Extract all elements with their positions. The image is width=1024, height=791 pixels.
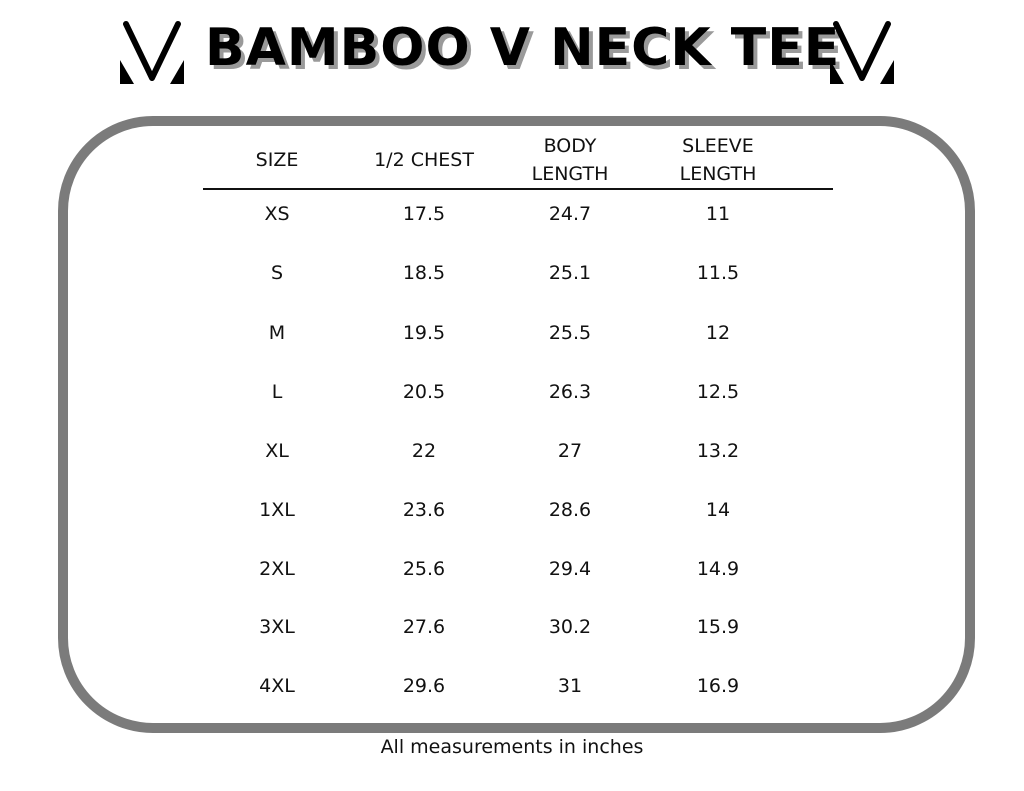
cell-chest: 20.5	[402, 381, 446, 403]
cell-body-length: 30.2	[548, 616, 592, 638]
cell-chest: 19.5	[402, 322, 446, 344]
cell-size: 4XL	[259, 675, 295, 697]
cell-body-length: 27	[557, 440, 583, 462]
cell-size: XS	[264, 203, 290, 225]
cell-sleeve-length: 13.2	[696, 440, 740, 462]
cell-body-length: 25.1	[548, 262, 592, 284]
cell-body-length: 24.7	[548, 203, 592, 225]
cell-body-length: 31	[557, 675, 583, 697]
header-body-length: BODY LENGTH	[531, 135, 609, 185]
cell-size: 2XL	[259, 558, 295, 580]
cell-chest: 18.5	[402, 262, 446, 284]
header-chest: 1/2 CHEST	[374, 149, 474, 171]
header-sleeve-length: SLEEVE LENGTH	[679, 135, 757, 185]
cell-size: XL	[265, 440, 289, 462]
page-title: BAMBOO V NECK TEE	[205, 18, 841, 78]
header-divider	[203, 188, 833, 190]
cell-size: L	[271, 381, 283, 403]
cell-chest: 17.5	[402, 203, 446, 225]
cell-size: 3XL	[259, 616, 295, 638]
cell-size: 1XL	[259, 499, 295, 521]
cell-sleeve-length: 14.9	[696, 558, 740, 580]
v-logo-icon-right	[830, 21, 894, 84]
cell-chest: 29.6	[402, 675, 446, 697]
cell-chest: 22	[411, 440, 437, 462]
cell-chest: 25.6	[402, 558, 446, 580]
cell-sleeve-length: 12.5	[696, 381, 740, 403]
cell-chest: 23.6	[402, 499, 446, 521]
cell-size: M	[268, 322, 286, 344]
cell-body-length: 28.6	[548, 499, 592, 521]
cell-body-length: 26.3	[548, 381, 592, 403]
cell-body-length: 25.5	[548, 322, 592, 344]
v-logo-icon-left	[120, 21, 184, 84]
cell-sleeve-length: 11	[705, 203, 731, 225]
footer-note: All measurements in inches	[380, 736, 644, 758]
cell-size: S	[270, 262, 284, 284]
cell-sleeve-length: 12	[705, 322, 731, 344]
header-size: SIZE	[255, 149, 299, 171]
cell-sleeve-length: 15.9	[696, 616, 740, 638]
cell-sleeve-length: 16.9	[696, 675, 740, 697]
cell-body-length: 29.4	[548, 558, 592, 580]
cell-sleeve-length: 14	[705, 499, 731, 521]
size-chart-frame	[58, 116, 975, 733]
cell-chest: 27.6	[402, 616, 446, 638]
cell-sleeve-length: 11.5	[696, 262, 740, 284]
